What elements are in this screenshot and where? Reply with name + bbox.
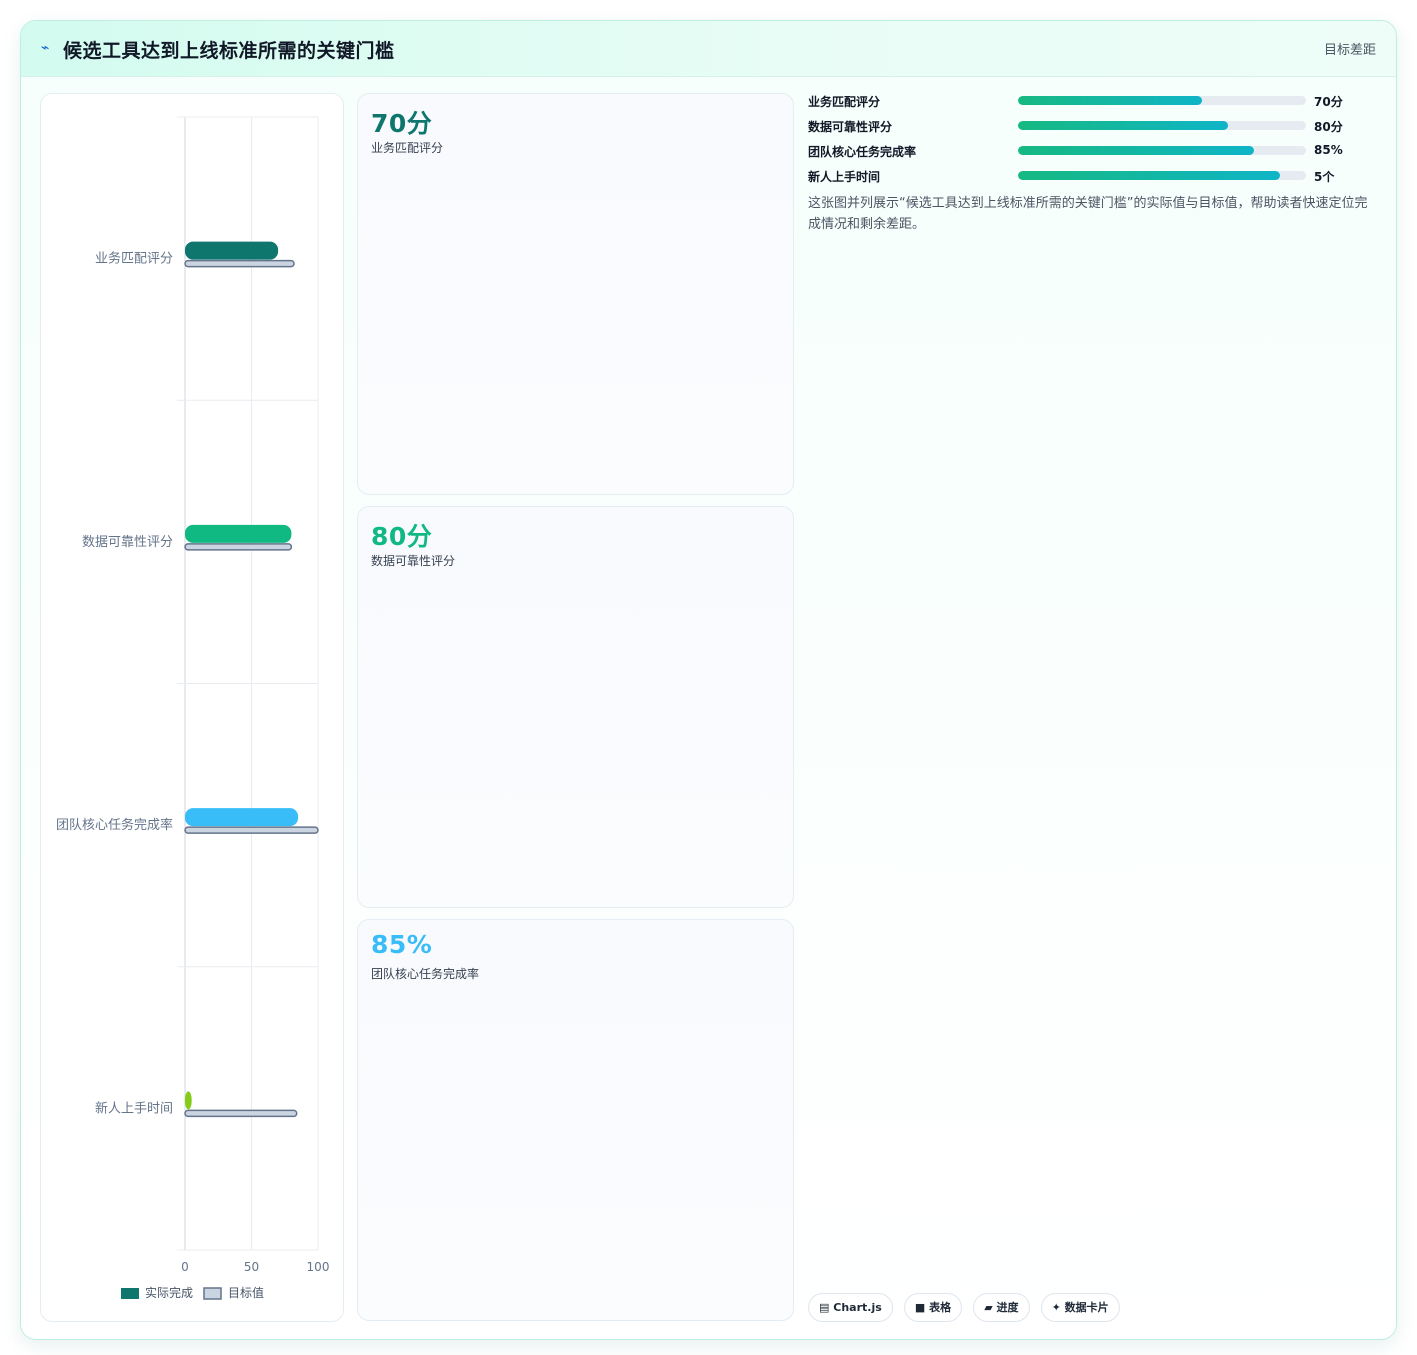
category-label: 业务匹配评分: [95, 251, 173, 267]
progress-icon: ▰: [984, 1301, 993, 1314]
tag-label: Chart.js: [833, 1301, 882, 1314]
kpi-card-business-match: 70分 业务匹配评分: [357, 93, 794, 495]
progress-label: 新人上手时间: [808, 170, 881, 184]
kpi-label: 数据可靠性评分: [371, 554, 456, 568]
progress-row: 数据可靠性评分 80分: [808, 116, 1378, 141]
x-tick-label: 100: [307, 1260, 330, 1274]
progress-label: 业务匹配评分: [808, 95, 881, 109]
category-label: 数据可靠性评分: [82, 535, 173, 550]
tag-chartjs[interactable]: ▤ Chart.js: [808, 1293, 893, 1322]
legend-label-target: 目标值: [228, 1285, 264, 1300]
target-gap-badge: 目标差距: [1323, 43, 1376, 58]
sparkle-icon: ✦: [1051, 1301, 1061, 1314]
legend-label-actual: 实际完成: [145, 1285, 193, 1300]
pulse-icon: ⌁: [41, 40, 50, 56]
bar-chart-panel: 业务匹配评分数据可靠性评分团队核心任务完成率新人上手时间 0 50 100 实际完成 目标…: [40, 93, 344, 1322]
x-tick-label: 0: [181, 1260, 189, 1274]
progress-fill: [1018, 146, 1255, 155]
tag-progress[interactable]: ▰ 进度: [973, 1293, 1030, 1322]
kpi-value: 85%: [371, 930, 433, 959]
progress-row: 团队核心任务完成率 85%: [808, 141, 1378, 166]
progress-fill: [1018, 121, 1229, 130]
progress-value: 85%: [1314, 143, 1343, 157]
progress-label: 数据可靠性评分: [808, 120, 893, 134]
progress-fill: [1018, 96, 1203, 105]
card-header: ⌁ 候选工具达到上线标准所需的关键门槛 目标差距: [21, 21, 1396, 77]
kpi-card-task-completion: 85% 团队核心任务完成率: [357, 919, 794, 1321]
progress-value: 70分: [1314, 95, 1343, 109]
kpi-value: 80分: [371, 522, 433, 551]
kpi-value: 70分: [371, 109, 433, 138]
tag-list: ▤ Chart.js ■ 表格 ▰ 进度 ✦ 数据卡片: [808, 1293, 1126, 1323]
progress-row: 业务匹配评分 70分: [808, 91, 1378, 116]
actual-bar: [185, 241, 279, 260]
target-bar: [184, 259, 295, 268]
progress-label: 团队核心任务完成率: [808, 145, 917, 159]
progress-track: [1018, 146, 1306, 155]
dashboard-card: ⌁ 候选工具达到上线标准所需的关键门槛 目标差距 业务匹配评分 数据可靠性评分 团队…: [20, 20, 1397, 1340]
x-tick-label: 50: [244, 1260, 259, 1274]
category-label: 新人上手时间: [95, 1100, 173, 1116]
target-bar: [184, 543, 293, 551]
target-bar: [184, 826, 319, 834]
progress-value: 5个: [1314, 170, 1335, 184]
legend-swatch-target: [203, 1287, 222, 1300]
actual-bar: [185, 808, 299, 827]
actual-bar: [185, 524, 292, 543]
page-title: 候选工具达到上线标准所需的关键门槛: [63, 40, 395, 62]
progress-track: [1018, 121, 1306, 130]
chart-description: 这张图并列展示“候选工具达到上线标准所需的关键门槛”的实际值与目标值，帮助读者快…: [808, 196, 1368, 232]
progress-list: 业务匹配评分 70分 数据可靠性评分 80分 团队核心任务完成率 85% 新人上…: [808, 91, 1378, 191]
kpi-label: 团队核心任务完成率: [371, 967, 480, 981]
tag-label: 数据卡片: [1064, 1301, 1109, 1314]
target-bar: [184, 1109, 298, 1118]
progress-track: [1018, 171, 1306, 180]
table-icon: ■: [914, 1301, 926, 1314]
progress-row: 新人上手时间 5个: [808, 166, 1378, 191]
tag-label: 进度: [996, 1301, 1019, 1314]
tag-data-cards[interactable]: ✦ 数据卡片: [1040, 1293, 1120, 1322]
kpi-label: 业务匹配评分: [371, 141, 444, 155]
tag-label: 表格: [929, 1301, 952, 1314]
progress-track: [1018, 96, 1306, 105]
progress-fill: [1018, 171, 1281, 180]
progress-value: 80分: [1314, 120, 1343, 134]
kpi-card-data-reliability: 80分 数据可靠性评分: [357, 506, 794, 908]
chart-icon: ▤: [819, 1301, 830, 1314]
category-label: 团队核心任务完成率: [56, 817, 173, 833]
legend-swatch-actual: [121, 1288, 139, 1299]
actual-bar: [185, 1091, 192, 1110]
tag-table[interactable]: ■ 表格: [903, 1293, 963, 1322]
